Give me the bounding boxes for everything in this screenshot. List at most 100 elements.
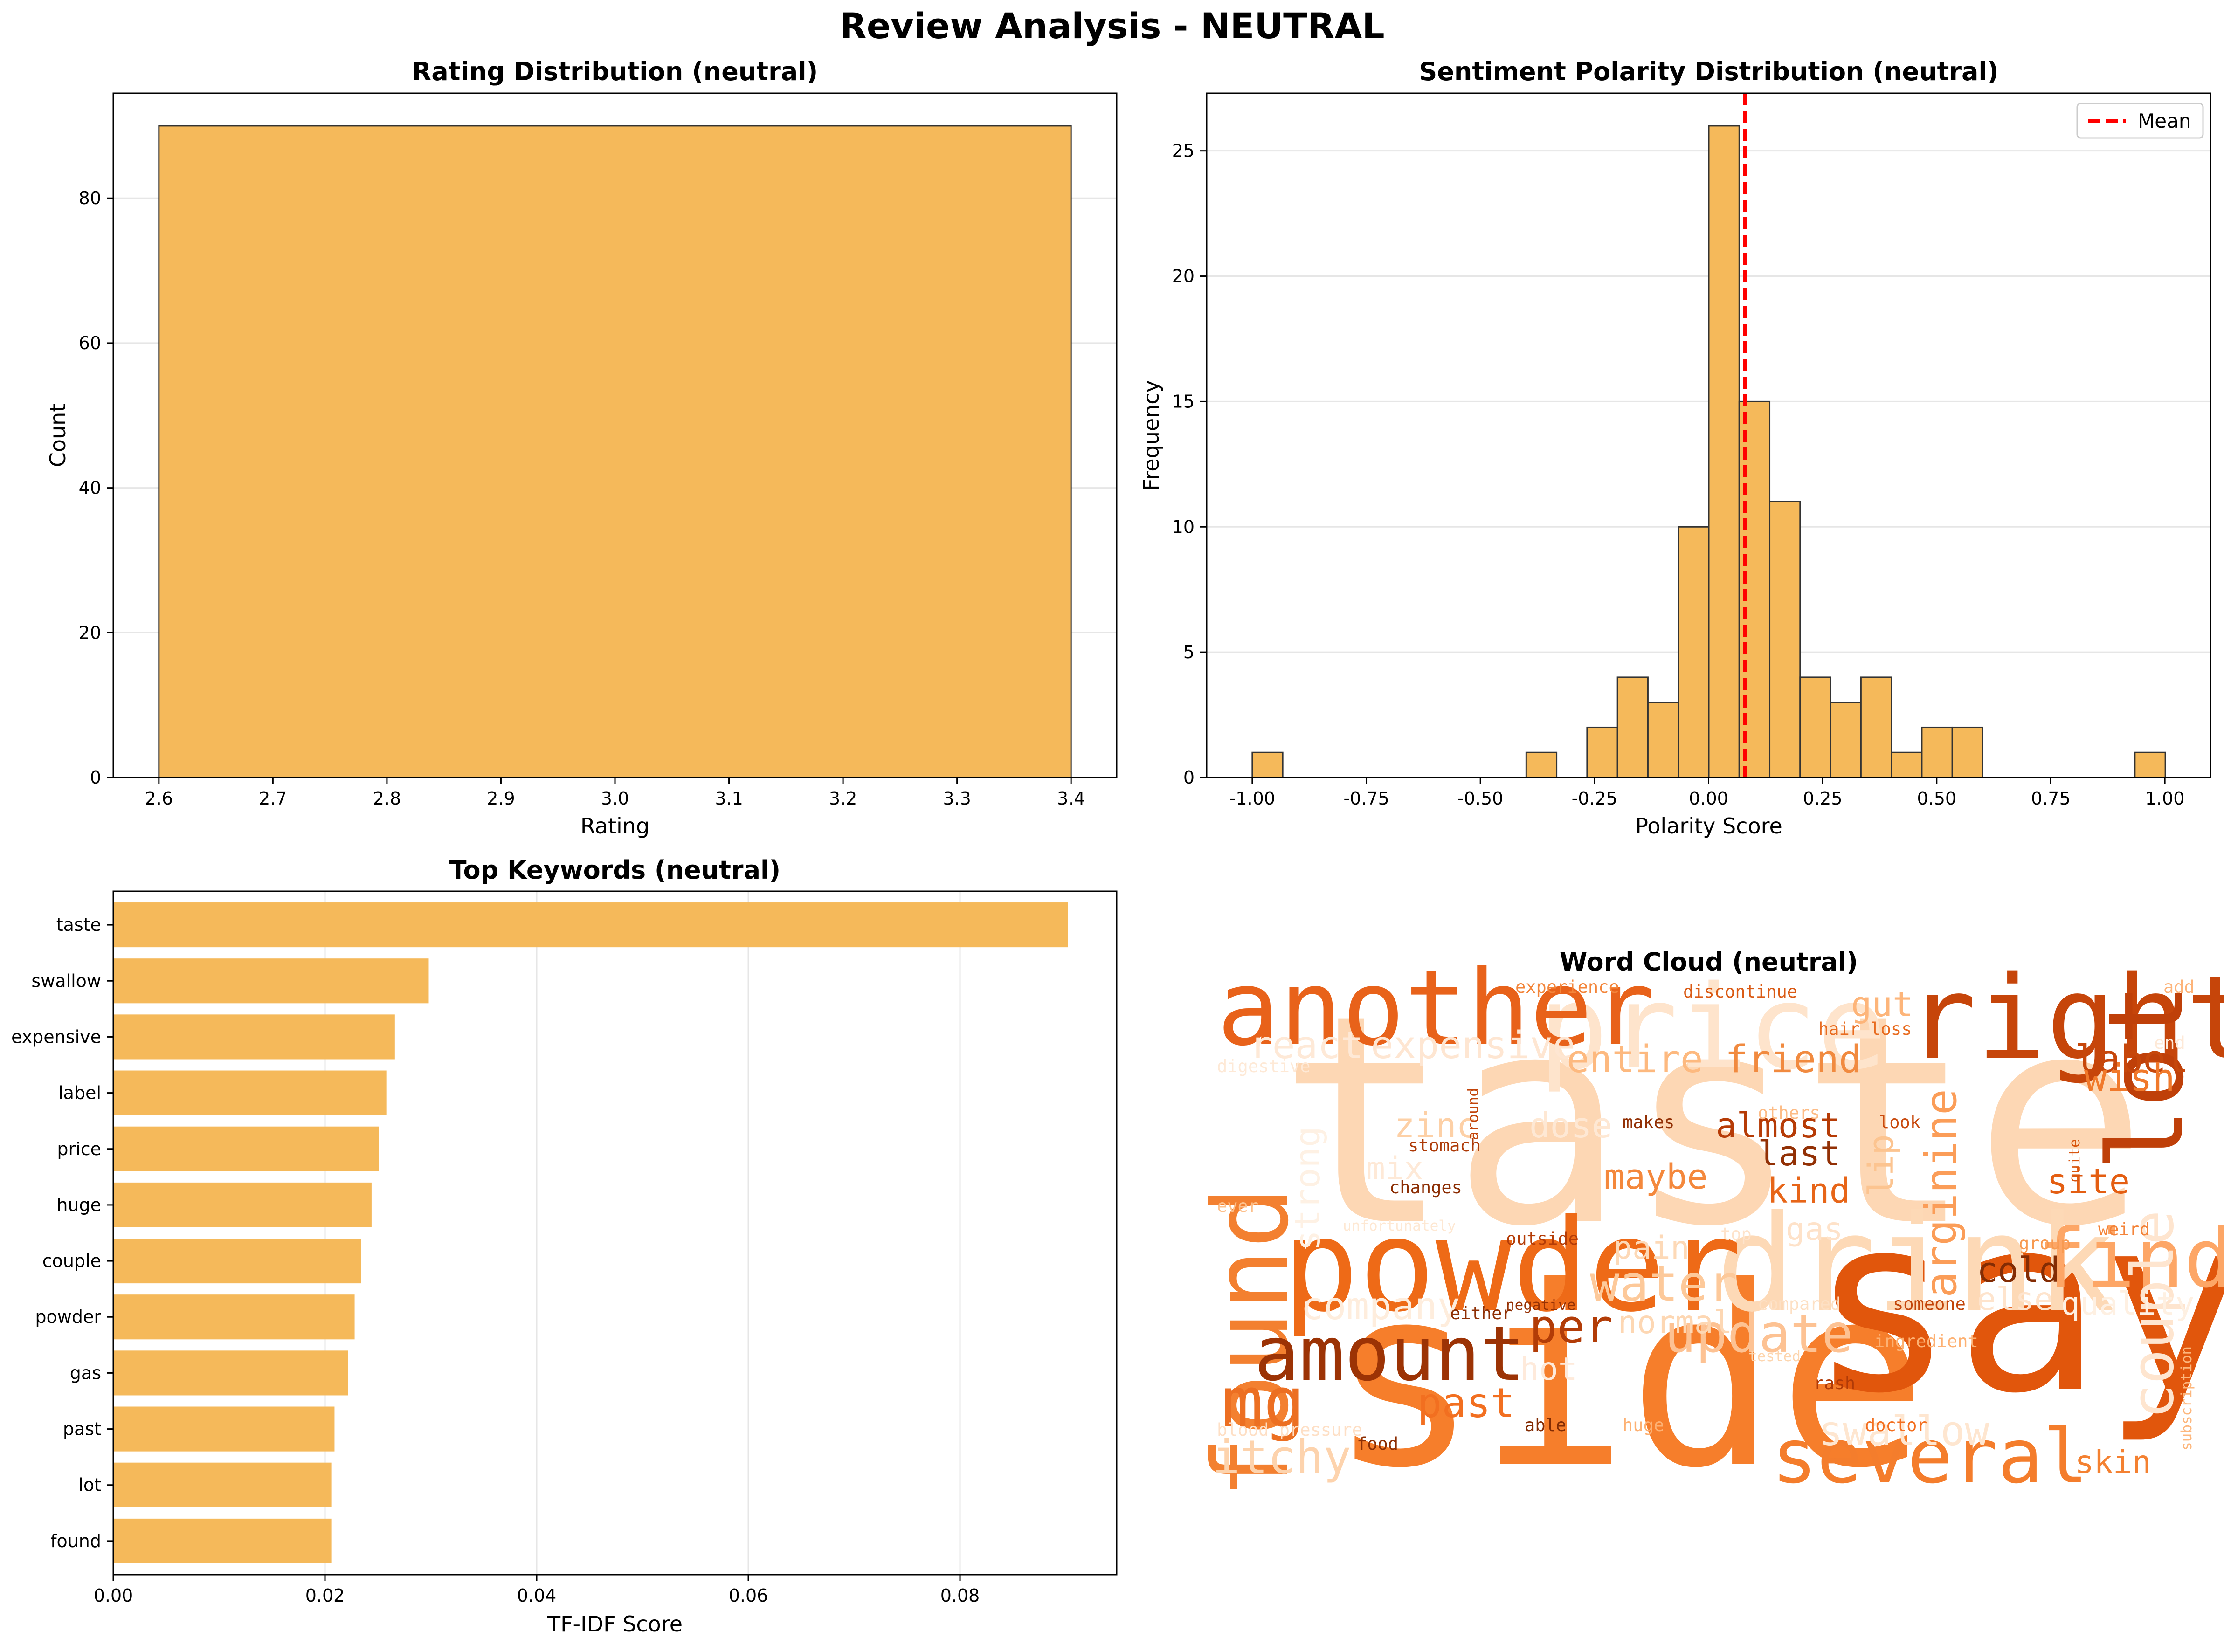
keyword-label: swallow: [31, 971, 101, 991]
wordcloud-word: couple: [2120, 1210, 2187, 1419]
rating-xlabel: Rating: [580, 813, 649, 839]
wordcloud-word: normal: [1618, 1304, 1733, 1341]
wordcloud-word: ingredient: [1874, 1331, 1978, 1351]
wordcloud-word: arginine: [1916, 1089, 1966, 1298]
wordcloud-word: say: [1809, 1163, 2224, 1446]
rating-xtick-label: 2.7: [259, 788, 287, 809]
polarity-bar: [1708, 125, 1740, 778]
wordcloud-word: lot: [2086, 983, 2207, 1171]
keyword-label: past: [63, 1419, 101, 1439]
wordcloud-word: drink: [1716, 1187, 2116, 1342]
keyword-bar: [113, 1462, 332, 1507]
keywords-title: Top Keywords (neutral): [449, 855, 780, 885]
polarity-bar: [1830, 702, 1862, 778]
wordcloud-word: powder: [1282, 1192, 1742, 1340]
keyword-bar: [113, 1070, 387, 1115]
wordcloud-word: makes: [1623, 1112, 1674, 1132]
keyword-label: taste: [56, 915, 101, 935]
wordcloud-word: water: [1590, 1255, 1737, 1312]
keywords-xtick-label: 0.02: [305, 1585, 345, 1606]
rating-xtick-label: 3.1: [715, 788, 743, 809]
rating-xtick-label: 3.2: [829, 788, 857, 809]
wordcloud-word: huge: [1623, 1415, 1664, 1435]
keyword-bar: [113, 958, 429, 1004]
wordcloud-word: company: [1301, 1285, 1460, 1328]
polarity-bar: [1251, 751, 1284, 778]
wordcloud-word: find: [2038, 1211, 2224, 1306]
wordcloud-word: group: [2019, 1233, 2071, 1253]
polarity-xtick-label: 0.00: [1689, 788, 1728, 809]
keywords-xtick-label: 0.00: [94, 1585, 133, 1606]
wordcloud-word: food: [1357, 1434, 1398, 1454]
keyword-bar: [113, 902, 1068, 948]
wordcloud-word: itchy: [1212, 1431, 1351, 1484]
polarity-title: Sentiment Polarity Distribution (neutral…: [1419, 57, 1998, 86]
polarity-bar: [1647, 702, 1679, 778]
wordcloud-word: doctor: [1865, 1415, 1927, 1435]
rating-ytick-label: 0: [90, 767, 101, 788]
polarity-bar: [1891, 751, 1923, 778]
wordcloud-word: hot: [1520, 1351, 1577, 1388]
wordcloud-word: several: [1772, 1413, 2088, 1500]
polarity-ylabel: Frequency: [1139, 380, 1164, 491]
wordcloud-word: kind: [1767, 1171, 1850, 1211]
keyword-label: found: [50, 1531, 101, 1551]
wordcloud-word: discontinue: [1683, 982, 1797, 1002]
polarity-panel: Sentiment Polarity Distribution (neutral…: [1139, 57, 2211, 839]
keyword-label: couple: [42, 1251, 101, 1271]
wordcloud-word: else: [1977, 1281, 2053, 1318]
wordcloud-word: quite: [2066, 1139, 2083, 1182]
rating-ytick-label: 60: [79, 333, 101, 353]
wordcloud-word: top: [1720, 1224, 1752, 1244]
wordcloud-word: per: [1529, 1300, 1613, 1354]
wordcloud-word: changes: [1389, 1177, 1462, 1198]
wordcloud-word: outside: [1506, 1229, 1579, 1249]
rating-xtick-label: 2.6: [145, 788, 173, 809]
wordcloud-word: others: [1758, 1103, 1820, 1123]
figure-title: Review Analysis - NEUTRAL: [839, 5, 1385, 47]
wordcloud-word: strong: [1288, 1126, 1328, 1251]
polarity-xtick-label: -1.00: [1229, 788, 1275, 809]
rating-ylabel: Count: [45, 404, 70, 468]
polarity-bar: [1525, 751, 1558, 778]
wordcloud-word: price: [1539, 961, 1887, 1095]
wordcloud-word: found: [1190, 1186, 1312, 1499]
wordcloud-word: add: [2163, 977, 2195, 997]
polarity-bar: [1799, 676, 1831, 778]
wordcloud-word: swallow: [1818, 1407, 1989, 1455]
wordcloud-word: amount: [1254, 1310, 1526, 1397]
wordcloud-word: wish: [2084, 1056, 2175, 1100]
wordcloud-word: blood pressure: [1217, 1420, 1362, 1440]
wordcloud-word: past: [1417, 1379, 1515, 1427]
wordcloud-word: gut: [1851, 984, 1913, 1025]
wordcloud-word: update: [1665, 1304, 1853, 1364]
wordcloud-word: cold: [1977, 1250, 2060, 1290]
wordcloud-word: maybe: [1604, 1157, 1708, 1197]
wordcloud-word: stomach: [1408, 1136, 1481, 1156]
wordcloud-word: taste: [1278, 954, 2148, 1290]
rating-xtick-label: 3.4: [1057, 788, 1085, 809]
rating-xtick-label: 2.8: [373, 788, 401, 809]
keyword-label: lot: [78, 1475, 101, 1495]
rating-xtick-label: 3.0: [601, 788, 629, 809]
keyword-bar: [113, 1406, 335, 1452]
polarity-xtick-label: 0.50: [1917, 788, 1957, 809]
wordcloud-word: tested: [1748, 1348, 1801, 1365]
keywords-panel: Top Keywords (neutral) 0.00 0.02 0.04 0.06 0…: [11, 855, 1118, 1637]
wordcloud-word: react: [1250, 1024, 1363, 1067]
rating-xtick-label: 3.3: [943, 788, 971, 809]
keyword-bar: [113, 1126, 379, 1171]
wordcloud-word: label: [2075, 1038, 2189, 1081]
rating-bar: [158, 125, 1072, 778]
keyword-bar: [113, 1014, 395, 1060]
wordcloud-word: friend: [1725, 1038, 1862, 1081]
rating-xtick-label: 2.9: [487, 788, 515, 809]
wordcloud-word: hair loss: [1818, 1019, 1912, 1039]
wordcloud-word: dose: [1529, 1106, 1612, 1146]
wordcloud-word: lip: [1861, 1134, 1901, 1197]
wordcloud-word: either: [1450, 1303, 1513, 1323]
polarity-ytick-label: 25: [1172, 141, 1195, 161]
wordcloud-word: mg: [1222, 1363, 1305, 1443]
wordcloud-word: another: [1217, 948, 1655, 1069]
